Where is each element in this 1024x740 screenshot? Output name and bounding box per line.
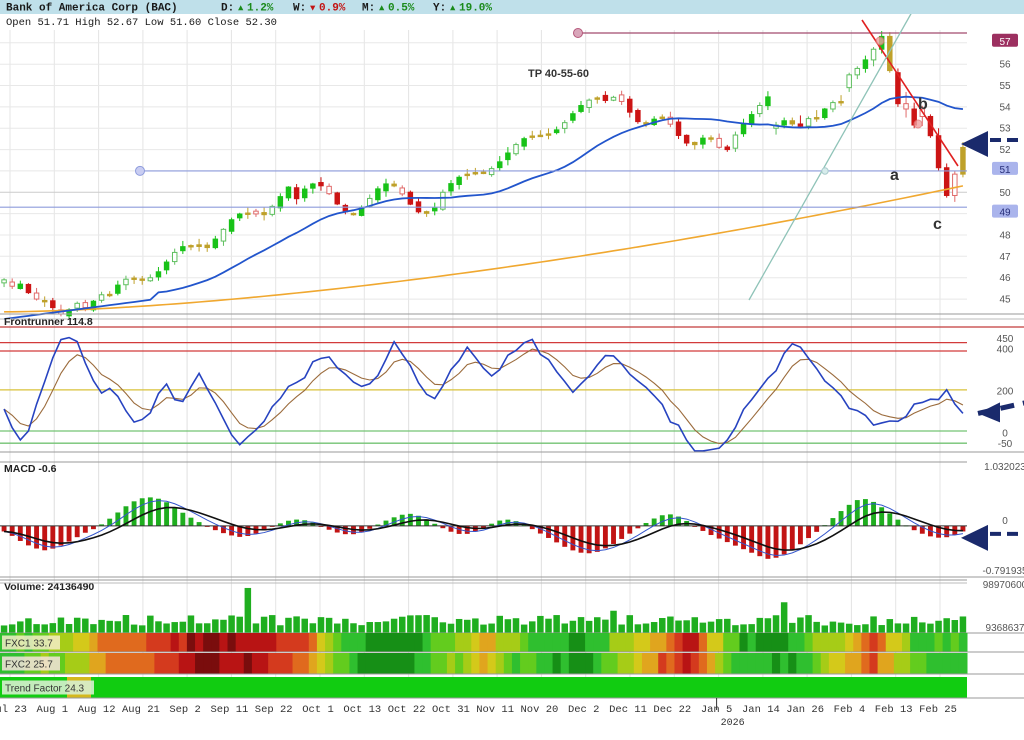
svg-text:Oct 1: Oct 1	[302, 704, 334, 716]
svg-text:0: 0	[1002, 429, 1008, 440]
svg-text:98970600: 98970600	[983, 580, 1024, 591]
svg-text:Jan 26: Jan 26	[786, 704, 824, 716]
svg-text:a: a	[890, 167, 899, 184]
svg-text:0.5%: 0.5%	[388, 3, 415, 15]
svg-text:400: 400	[997, 344, 1014, 355]
svg-text:▲: ▲	[450, 4, 456, 14]
svg-text:53: 53	[999, 124, 1011, 135]
svg-text:Sep 2: Sep 2	[169, 704, 201, 716]
svg-text:Feb 25: Feb 25	[919, 704, 957, 716]
svg-text:c: c	[933, 216, 942, 233]
svg-text:450: 450	[997, 334, 1014, 345]
svg-text:Oct 22: Oct 22	[388, 704, 426, 716]
svg-text:W:: W:	[293, 3, 306, 15]
svg-text:Dec 11: Dec 11	[609, 704, 647, 716]
svg-text:2026: 2026	[721, 718, 745, 729]
svg-text:48: 48	[999, 231, 1011, 242]
svg-text:-0.791935: -0.791935	[982, 566, 1024, 577]
svg-text:Frontrunner 114.8: Frontrunner 114.8	[4, 316, 93, 328]
svg-text:Dec 2: Dec 2	[568, 704, 600, 716]
svg-text:M:: M:	[362, 3, 375, 15]
svg-text:1.2%: 1.2%	[247, 3, 274, 15]
svg-text:54: 54	[999, 102, 1011, 113]
svg-text:Aug 21: Aug 21	[122, 704, 160, 716]
svg-text:0: 0	[1002, 516, 1008, 527]
svg-text:Nov 20: Nov 20	[520, 704, 558, 716]
svg-text:Sep 11: Sep 11	[210, 704, 248, 716]
svg-text:▲: ▲	[379, 4, 385, 14]
svg-text:200: 200	[997, 387, 1014, 398]
svg-text:46: 46	[999, 273, 1011, 284]
svg-text:Nov 11: Nov 11	[476, 704, 514, 716]
svg-text:0.9%: 0.9%	[319, 3, 346, 15]
svg-text:45: 45	[999, 295, 1011, 306]
svg-text:Aug 12: Aug 12	[78, 704, 116, 716]
svg-text:FXC2 25.7: FXC2 25.7	[5, 660, 53, 671]
svg-text:50: 50	[999, 188, 1011, 199]
svg-text:Oct 13: Oct 13	[343, 704, 381, 716]
svg-text:56: 56	[999, 60, 1011, 71]
svg-text:Jul 23: Jul 23	[0, 704, 27, 716]
svg-text:9368637: 9368637	[986, 623, 1024, 634]
svg-text:TP 40-55-60: TP 40-55-60	[528, 68, 589, 80]
svg-text:b: b	[918, 96, 928, 113]
svg-text:19.0%: 19.0%	[459, 3, 492, 15]
svg-text:47: 47	[999, 252, 1011, 263]
svg-text:Trend Factor 24.3: Trend Factor 24.3	[5, 684, 85, 695]
svg-text:Open 51.71 High 52.67 Low 51.6: Open 51.71 High 52.67 Low 51.60 Close 52…	[6, 17, 277, 29]
svg-text:Y:: Y:	[433, 3, 446, 15]
svg-text:Feb 13: Feb 13	[875, 704, 913, 716]
svg-text:Jan 14: Jan 14	[742, 704, 780, 716]
svg-text:Sep 22: Sep 22	[255, 704, 293, 716]
svg-text:57: 57	[999, 37, 1011, 48]
svg-text:Dec 22: Dec 22	[653, 704, 691, 716]
svg-text:51: 51	[999, 165, 1011, 176]
svg-text:Bank of America Corp (BAC): Bank of America Corp (BAC)	[6, 3, 178, 15]
svg-text:Oct 31: Oct 31	[432, 704, 470, 716]
svg-text:FXC1 33.7: FXC1 33.7	[5, 639, 53, 650]
svg-text:-50: -50	[998, 439, 1013, 450]
svg-text:▼: ▼	[310, 4, 316, 14]
svg-text:1.032023: 1.032023	[984, 462, 1024, 473]
svg-text:55: 55	[999, 81, 1011, 92]
svg-text:Feb 4: Feb 4	[834, 704, 866, 716]
svg-text:49: 49	[999, 208, 1011, 219]
svg-text:MACD -0.6: MACD -0.6	[4, 463, 57, 475]
svg-text:52: 52	[999, 145, 1011, 156]
svg-text:D:: D:	[221, 3, 234, 15]
svg-text:▲: ▲	[238, 4, 244, 14]
svg-text:Aug 1: Aug 1	[37, 704, 69, 716]
